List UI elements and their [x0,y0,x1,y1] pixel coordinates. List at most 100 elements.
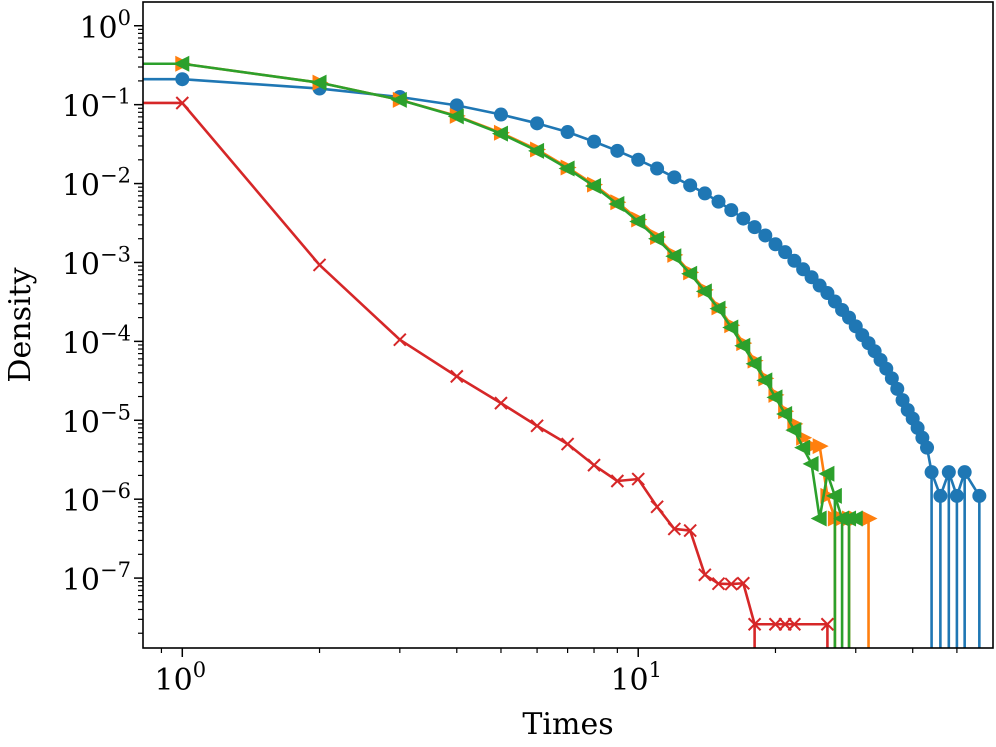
data-point [558,160,575,177]
y-tick-label: 10−3 [62,242,131,282]
data-point [736,576,750,590]
y-tick-label: 10−1 [62,85,131,125]
data-point [648,230,665,247]
x-axis-label: Times [522,707,613,742]
data-point [667,170,682,185]
data-point [711,576,726,591]
data-point [665,248,682,265]
data-point [175,96,190,110]
data-point [778,245,793,260]
series-red [143,96,835,648]
data-point [933,488,948,503]
series-green [143,55,863,648]
y-tick-label: 10−5 [62,400,131,440]
data-point [610,474,625,488]
data-point [787,617,802,631]
series-blue [143,72,987,648]
data-point [941,465,956,480]
data-point [736,211,751,226]
data-point [528,142,545,159]
data-point [758,228,773,243]
series-blue-line [143,77,981,498]
data-point [560,437,575,451]
data-point [794,439,811,456]
data-point [818,465,835,482]
y-axis-label: Density [3,267,38,382]
data-point [709,300,726,317]
data-point [530,116,545,131]
data-point [890,381,905,396]
data-point [560,125,575,140]
data-point [390,91,407,108]
ticks-layer: 100 101 100 10−1 10−2 10−3 10−4 10−5 10−6 10−7 [62,6,958,698]
data-point [494,396,508,410]
data-point [585,178,602,195]
data-point [810,510,827,527]
data-point [698,568,712,582]
data-point [449,98,464,113]
data-point [650,500,664,514]
y-tick-label: 10−7 [62,558,131,598]
series-red-line [143,101,828,626]
data-point [785,422,802,439]
data-point [924,465,939,480]
data-point [610,143,625,158]
data-point [884,371,899,386]
data-point [608,196,625,213]
data-point [493,107,508,122]
data-point [724,203,739,218]
plot-frame [142,1,994,649]
data-point [173,55,190,72]
data-point [631,472,645,486]
data-point [530,419,544,433]
data-point [747,220,762,235]
data-point [766,389,783,406]
data-point [711,194,726,209]
y-tick-label: 10−6 [62,479,131,519]
data-layer [143,55,987,648]
x-tick-label: 100 [155,658,207,698]
data-point [957,465,972,480]
data-point [820,617,835,631]
data-point [697,186,712,201]
data-point [587,134,602,149]
data-point [747,617,762,631]
data-point [667,522,682,536]
data-point [812,438,829,455]
data-point [745,355,762,372]
data-point [722,319,739,336]
data-point [650,161,665,176]
data-point [724,577,738,591]
data-point [949,488,964,503]
data-point [768,237,783,252]
series-orange [143,55,878,648]
data-point [787,253,802,268]
data-point [175,72,190,87]
y-tick-label: 100 [79,6,131,46]
data-point [683,523,697,538]
data-point [802,455,819,472]
data-point [491,125,508,142]
data-point [695,283,712,300]
data-point [447,108,464,125]
data-point [920,440,935,455]
data-point [393,332,407,347]
data-point [312,258,327,272]
data-point [846,510,863,527]
x-tick-label: 101 [610,658,662,698]
data-point [776,406,793,423]
data-point [683,178,698,193]
data-point [825,487,842,504]
data-point [631,152,646,167]
data-point [629,213,646,230]
data-point [972,488,987,503]
data-point [310,74,327,91]
data-point [450,369,464,384]
data-point [756,372,773,389]
y-tick-label: 10−4 [62,321,131,361]
data-point [768,617,783,631]
y-tick-label: 10−2 [62,164,131,204]
data-point [734,337,751,354]
data-point [861,510,878,527]
